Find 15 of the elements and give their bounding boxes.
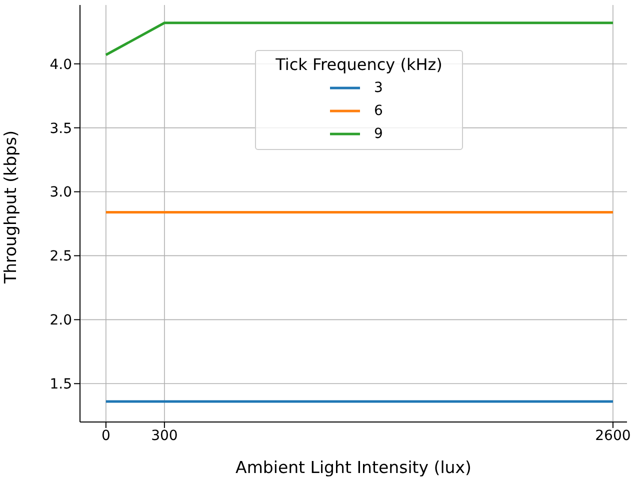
y-tick-label: 4.0 [50,56,72,73]
x-tick-label: 2600 [595,428,631,444]
legend-label: 6 [374,102,383,118]
y-tick-label: 3.0 [50,184,72,201]
y-tick-label: 2.0 [50,312,72,329]
y-tick-label: 2.5 [50,248,72,265]
y-tick-label: 3.5 [50,120,72,137]
legend-title: Tick Frequency (kHz) [274,55,444,74]
x-axis-title: Ambient Light Intensity (lux) [236,458,472,477]
x-tick-label: 0 [101,428,110,444]
x-tick-label: 300 [151,428,178,444]
legend-label: 3 [374,80,383,96]
y-tick-label: 1.5 [50,376,72,393]
y-axis-title: Throughput (kbps) [0,130,20,284]
legend-label: 9 [374,126,383,142]
